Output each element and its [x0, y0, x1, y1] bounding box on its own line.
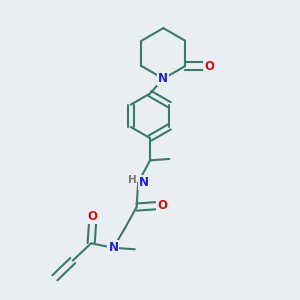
Text: O: O — [157, 199, 167, 212]
Text: O: O — [88, 210, 98, 223]
Text: H: H — [128, 175, 136, 185]
Text: O: O — [204, 59, 214, 73]
Text: N: N — [139, 176, 148, 189]
Text: N: N — [158, 72, 168, 85]
Text: N: N — [108, 241, 118, 254]
